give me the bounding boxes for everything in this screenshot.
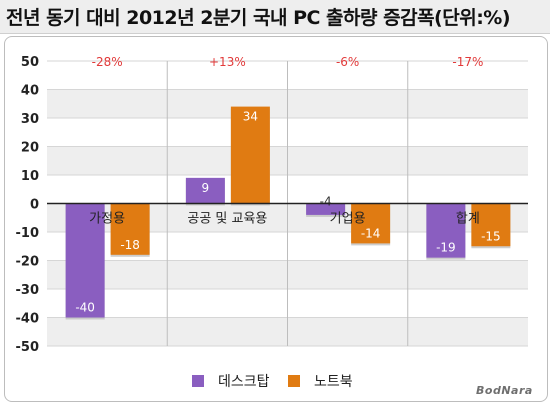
legend-label-desktop: 데스크탑 — [218, 374, 270, 390]
y-tick-label: -40 — [16, 312, 40, 327]
legend-swatch-notebook — [288, 375, 300, 387]
category-label: 가정용 — [89, 212, 125, 227]
category-label: 합계 — [456, 212, 480, 227]
top-change-label: +13% — [209, 55, 246, 69]
y-tick-label: -20 — [16, 255, 40, 270]
bar-value-label: -4 — [320, 195, 332, 209]
bar-desktop — [185, 177, 225, 204]
y-tick-label: -30 — [16, 283, 40, 298]
bar-notebook — [230, 106, 270, 204]
legend-swatch-desktop — [192, 375, 204, 387]
bar-notebook — [471, 203, 511, 247]
y-tick-label: 0 — [30, 198, 39, 213]
y-tick-label: 20 — [21, 141, 39, 156]
y-tick-label: 30 — [21, 112, 39, 127]
y-tick-label: 40 — [21, 84, 39, 99]
watermark-logo: BodNara — [476, 384, 533, 397]
title-bar: 전년 동기 대비 2012년 2분기 국내 PC 출하량 증감폭(단위:%) — [0, 0, 550, 34]
legend-label-notebook: 노트북 — [314, 374, 353, 390]
top-change-label: -17% — [452, 55, 483, 69]
bar-value-label: -40 — [75, 301, 95, 315]
y-tick-label: 10 — [21, 169, 39, 184]
bar-desktop — [426, 203, 466, 258]
y-tick-label: -10 — [16, 226, 40, 241]
chart-title: 전년 동기 대비 2012년 2분기 국내 PC 출하량 증감폭(단위:%) — [6, 7, 511, 29]
bar-desktop — [65, 203, 105, 318]
bar-value-label: -15 — [481, 229, 501, 243]
y-tick-label: -50 — [16, 340, 40, 355]
top-change-label: -6% — [336, 55, 359, 69]
top-change-label: -28% — [92, 55, 123, 69]
legend-item-desktop: 데스크탑 — [192, 371, 270, 391]
bar-value-label: -18 — [120, 238, 140, 252]
bar-value-label: -14 — [361, 226, 381, 240]
bar-notebook — [351, 203, 391, 244]
category-label: 공공 및 교육용 — [187, 212, 267, 227]
legend-item-notebook: 노트북 — [288, 371, 353, 391]
bar-desktop — [306, 203, 346, 215]
bar-value-label: -19 — [436, 241, 456, 255]
bar-value-label: 9 — [202, 181, 210, 195]
bar-notebook — [110, 203, 150, 255]
y-tick-label: 50 — [21, 55, 39, 70]
bar-value-label: 34 — [243, 110, 258, 124]
category-label: 기업용 — [330, 212, 366, 227]
